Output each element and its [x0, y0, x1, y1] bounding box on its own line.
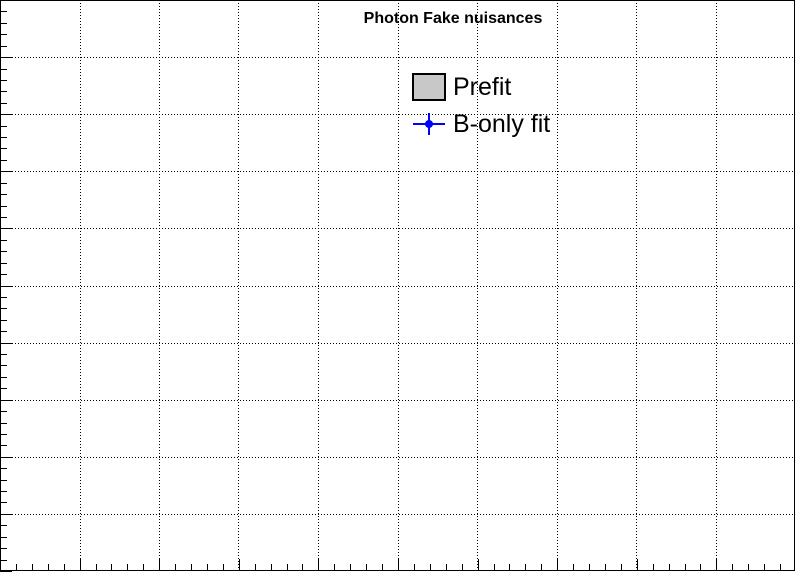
legend-entry-bonly: B-only fit [413, 110, 550, 138]
legend: Prefit B-only fit [412, 73, 550, 138]
chart-title: Photon Fake nuisances [364, 10, 543, 27]
legend-swatch-prefit [412, 73, 446, 101]
legend-label-prefit: Prefit [453, 73, 511, 101]
legend-entry-prefit: Prefit [412, 73, 511, 101]
legend-swatch-bonly [413, 113, 445, 135]
legend-label-bonly: B-only fit [453, 110, 550, 138]
